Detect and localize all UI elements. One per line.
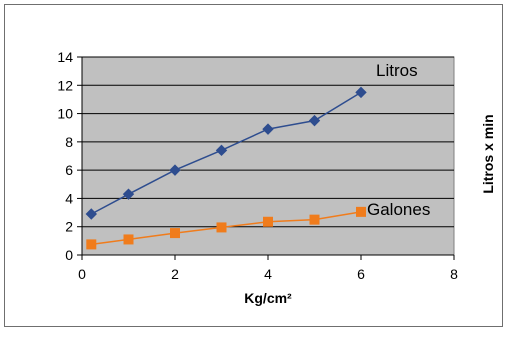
y-tick-label: 0 <box>65 247 73 263</box>
y-tick-label: 6 <box>65 162 73 178</box>
series-group <box>85 86 367 250</box>
y-axis-title: Litros x min <box>480 114 496 193</box>
x-tick-label: 2 <box>171 266 179 282</box>
y-tick-label: 8 <box>65 134 73 150</box>
series-label-galones: Galones <box>367 200 430 219</box>
data-point-litros <box>308 114 321 127</box>
y-tick-label: 2 <box>65 219 73 235</box>
data-point-galones <box>86 239 97 250</box>
data-point-galones <box>263 216 273 227</box>
data-point-litros <box>122 188 135 200</box>
data-point-litros <box>169 164 181 176</box>
series-label-litros: Litros <box>376 61 418 80</box>
x-tick-label: 8 <box>450 266 458 282</box>
gridlines <box>82 56 454 228</box>
data-point-litros <box>262 123 274 135</box>
x-tick-labels: 0 2 4 6 8 <box>78 266 458 282</box>
y-tick-label: 14 <box>57 49 73 65</box>
data-point-galones <box>123 234 134 245</box>
data-point-galones <box>356 206 366 217</box>
x-tick-label: 6 <box>357 266 365 282</box>
data-point-galones <box>216 222 227 233</box>
data-point-galones <box>309 214 320 225</box>
data-point-litros <box>215 144 228 157</box>
x-tick-label: 4 <box>264 266 272 282</box>
data-point-litros <box>355 86 367 99</box>
data-point-galones <box>170 228 180 239</box>
y-tick-label: 4 <box>65 190 73 206</box>
x-axis-title: Kg/cm² <box>244 290 292 306</box>
axes <box>77 56 455 260</box>
y-tick-labels: 0 2 4 6 8 10 12 14 <box>57 49 73 263</box>
y-tick-label: 12 <box>57 77 73 93</box>
y-tick-label: 10 <box>57 106 73 122</box>
x-tick-label: 0 <box>78 266 86 282</box>
data-point-litros <box>85 208 98 220</box>
